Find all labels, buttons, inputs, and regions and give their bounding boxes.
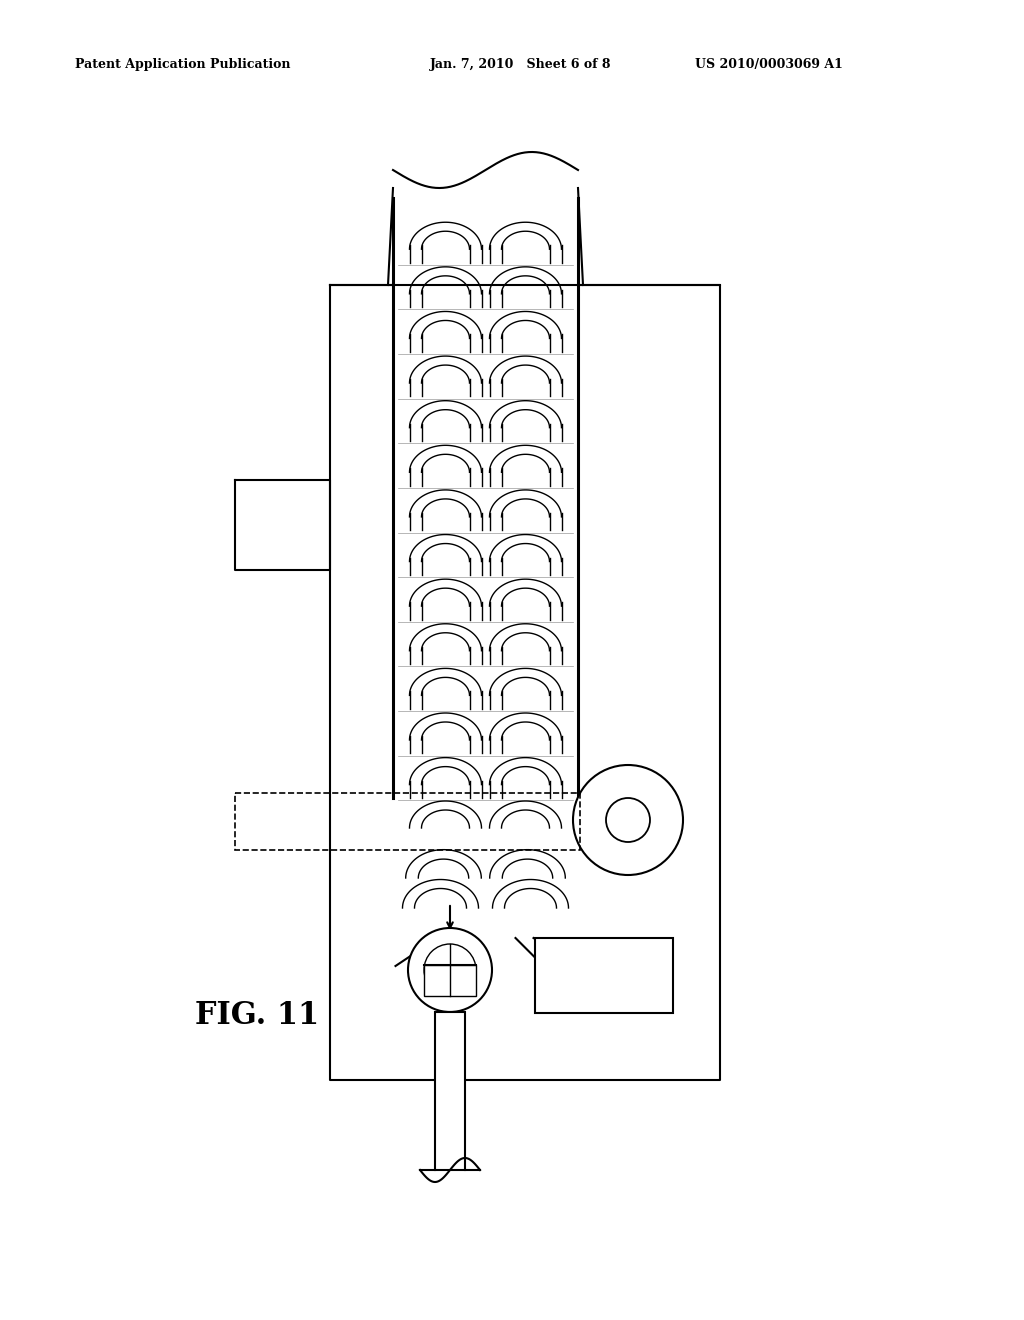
Circle shape <box>408 928 492 1012</box>
Text: Jan. 7, 2010   Sheet 6 of 8: Jan. 7, 2010 Sheet 6 of 8 <box>430 58 611 71</box>
Bar <box>424 965 476 997</box>
Text: US 2010/0003069 A1: US 2010/0003069 A1 <box>695 58 843 71</box>
Circle shape <box>424 944 476 997</box>
Text: Patent Application Publication: Patent Application Publication <box>75 58 291 71</box>
Bar <box>535 939 673 1012</box>
Circle shape <box>606 799 650 842</box>
Circle shape <box>573 766 683 875</box>
Text: FIG. 11: FIG. 11 <box>195 1001 319 1031</box>
Bar <box>435 1012 465 1170</box>
Bar <box>234 793 580 850</box>
